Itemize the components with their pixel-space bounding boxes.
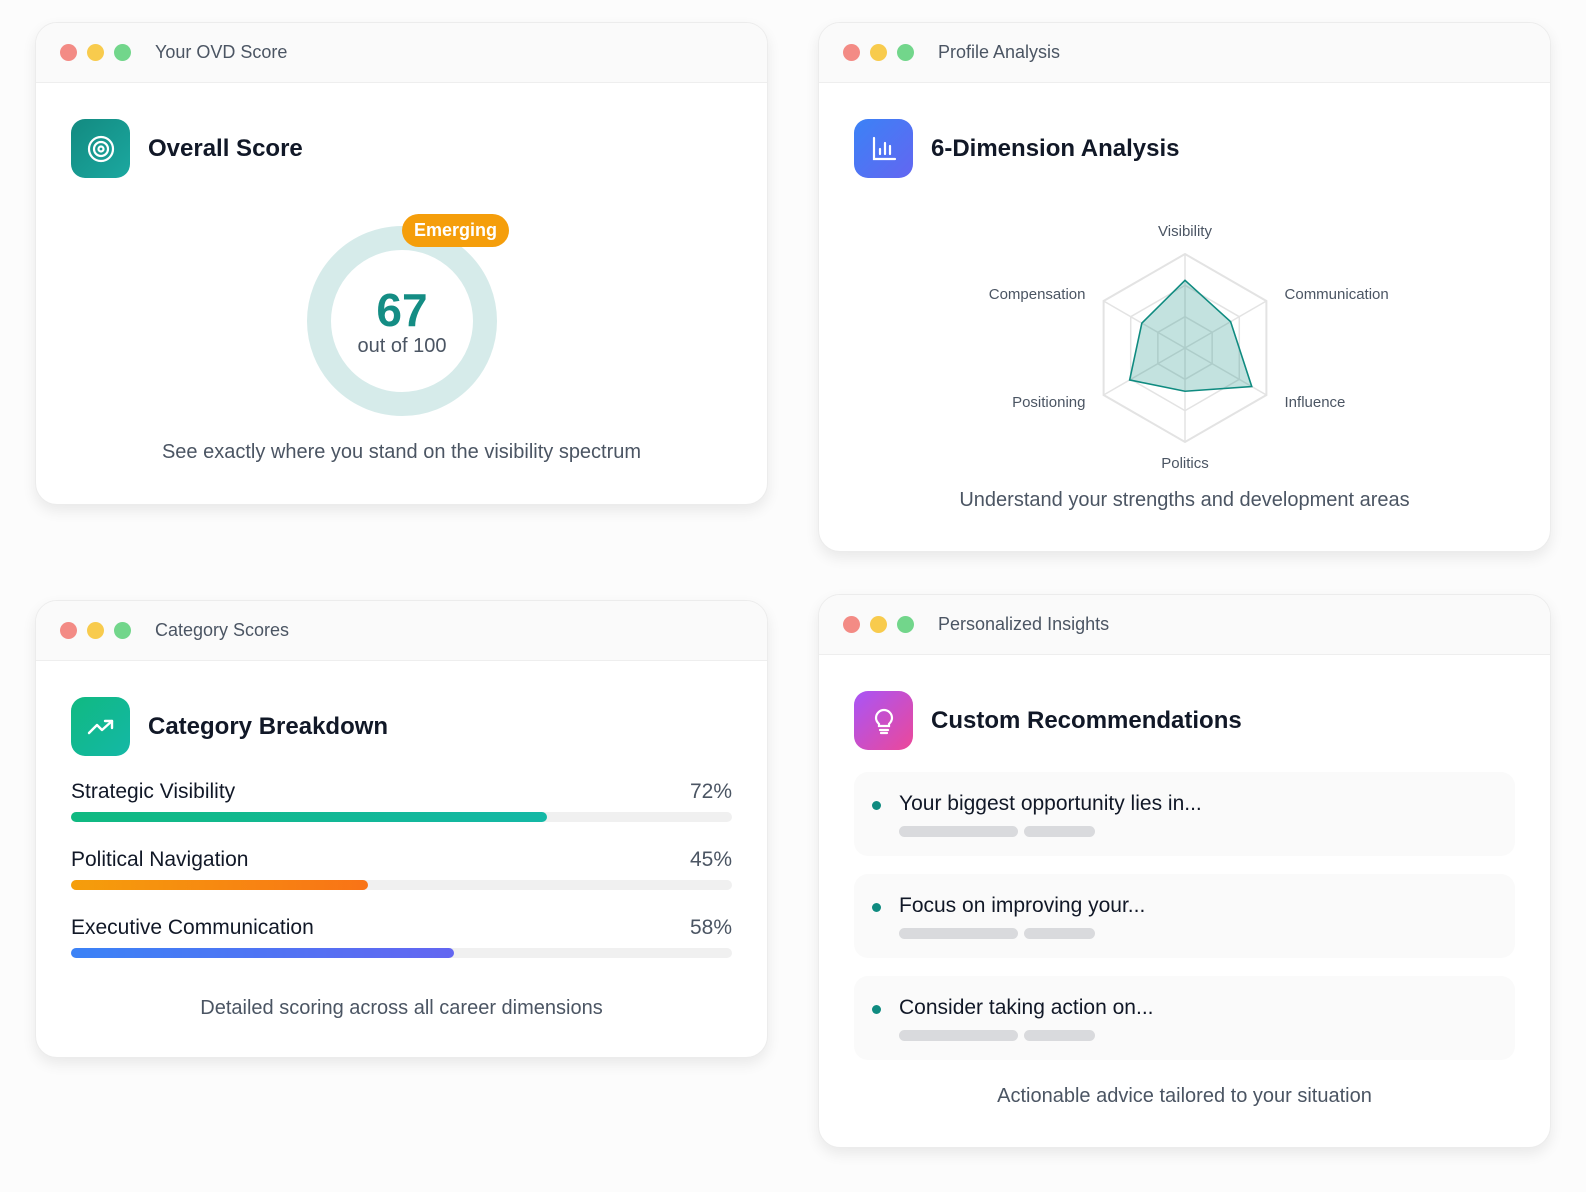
category-percent: 58% — [689, 916, 732, 939]
card-heading: Category Breakdown — [148, 712, 389, 740]
card-caption: Detailed scoring across all career dimen… — [200, 997, 603, 1019]
recommendation-text: Your biggest opportunity lies in... — [899, 792, 1202, 815]
card-caption: Actionable advice tailored to your situa… — [997, 1085, 1372, 1107]
card-caption: Understand your strengths and developmen… — [959, 489, 1410, 511]
category-label: Executive Communication — [71, 916, 314, 939]
card-heading: 6-Dimension Analysis — [931, 134, 1180, 162]
level-badge: Emerging — [402, 214, 510, 247]
card-heading: Custom Recommendations — [931, 706, 1242, 734]
bar-chart-icon — [854, 119, 913, 178]
radar-axis-line — [1184, 347, 1267, 396]
close-dot[interactable] — [843, 616, 860, 633]
radar-axis-line — [1103, 300, 1186, 349]
card-heading: Overall Score — [148, 134, 303, 162]
trending-up-icon — [71, 697, 130, 756]
window-title: Category Scores — [155, 620, 290, 640]
bullet-icon — [872, 1005, 881, 1014]
score-ring: 67 out of 100 — [307, 226, 497, 416]
window-titlebar: Profile Analysis — [819, 23, 1550, 83]
radar-chart: Visibility Communication Influence Politics… — [989, 223, 1389, 472]
progress-fill — [71, 812, 547, 822]
maximize-dot[interactable] — [897, 44, 914, 61]
window-title: Profile Analysis — [938, 42, 1061, 62]
radar-axis-label: Positioning — [1012, 394, 1085, 411]
close-dot[interactable] — [843, 44, 860, 61]
radar-axis-label: Communication — [1285, 286, 1389, 303]
lightbulb-icon — [854, 691, 913, 750]
progress-fill — [71, 880, 369, 890]
category-label: Political Navigation — [71, 848, 249, 871]
radar-data-area — [1128, 279, 1253, 393]
radar-axis-line — [1103, 347, 1186, 396]
profile-analysis-card: Profile Analysis 6-Dimension Analysis Vi… — [818, 22, 1551, 552]
score-value: 67 — [376, 283, 428, 336]
category-percent: 45% — [689, 848, 732, 871]
recommendation-text: Consider taking action on... — [899, 996, 1154, 1019]
category-scores-card: Category Scores Category Breakdown Strat… — [35, 600, 768, 1058]
radar-axis-label: Compensation — [989, 286, 1086, 303]
recommendation-item[interactable]: Focus on improving your... — [854, 874, 1515, 958]
window-title: Your OVD Score — [155, 42, 288, 62]
category-row: Strategic Visibility 72% — [71, 780, 732, 822]
minimize-dot[interactable] — [870, 616, 887, 633]
maximize-dot[interactable] — [114, 622, 131, 639]
minimize-dot[interactable] — [87, 44, 104, 61]
recommendation-item[interactable]: Consider taking action on... — [854, 976, 1515, 1060]
target-icon — [71, 119, 130, 178]
category-row: Political Navigation 45% — [71, 848, 732, 890]
skeleton-placeholder — [899, 928, 1515, 939]
score-subtext: out of 100 — [357, 334, 447, 357]
maximize-dot[interactable] — [897, 616, 914, 633]
skeleton-placeholder — [899, 1030, 1515, 1041]
overall-score-card: Your OVD Score Overall Score 67 out of 1… — [35, 22, 768, 505]
category-label: Strategic Visibility — [71, 780, 236, 803]
window-titlebar: Your OVD Score — [36, 23, 767, 83]
radar-axis-label: Politics — [1161, 455, 1209, 472]
progress-track — [71, 948, 732, 958]
minimize-dot[interactable] — [87, 622, 104, 639]
radar-axis-line — [1184, 300, 1267, 349]
progress-track — [71, 812, 732, 822]
radar-axis-label: Visibility — [1158, 223, 1212, 240]
card-caption: See exactly where you stand on the visib… — [161, 441, 642, 463]
maximize-dot[interactable] — [114, 44, 131, 61]
category-percent: 72% — [689, 780, 732, 803]
bullet-icon — [872, 801, 881, 810]
close-dot[interactable] — [60, 622, 77, 639]
category-row: Executive Communication 58% — [71, 916, 732, 958]
personalized-insights-card: Personalized Insights Custom Recommendat… — [818, 594, 1551, 1148]
progress-track — [71, 880, 732, 890]
bullet-icon — [872, 903, 881, 912]
recommendation-item[interactable]: Your biggest opportunity lies in... — [854, 772, 1515, 856]
window-titlebar: Category Scores — [36, 601, 767, 661]
window-titlebar: Personalized Insights — [819, 595, 1550, 655]
recommendation-text: Focus on improving your... — [899, 894, 1146, 917]
window-title: Personalized Insights — [938, 614, 1110, 634]
radar-axis-label: Influence — [1285, 394, 1346, 411]
progress-fill — [71, 948, 455, 958]
close-dot[interactable] — [60, 44, 77, 61]
minimize-dot[interactable] — [870, 44, 887, 61]
skeleton-placeholder — [899, 826, 1515, 837]
